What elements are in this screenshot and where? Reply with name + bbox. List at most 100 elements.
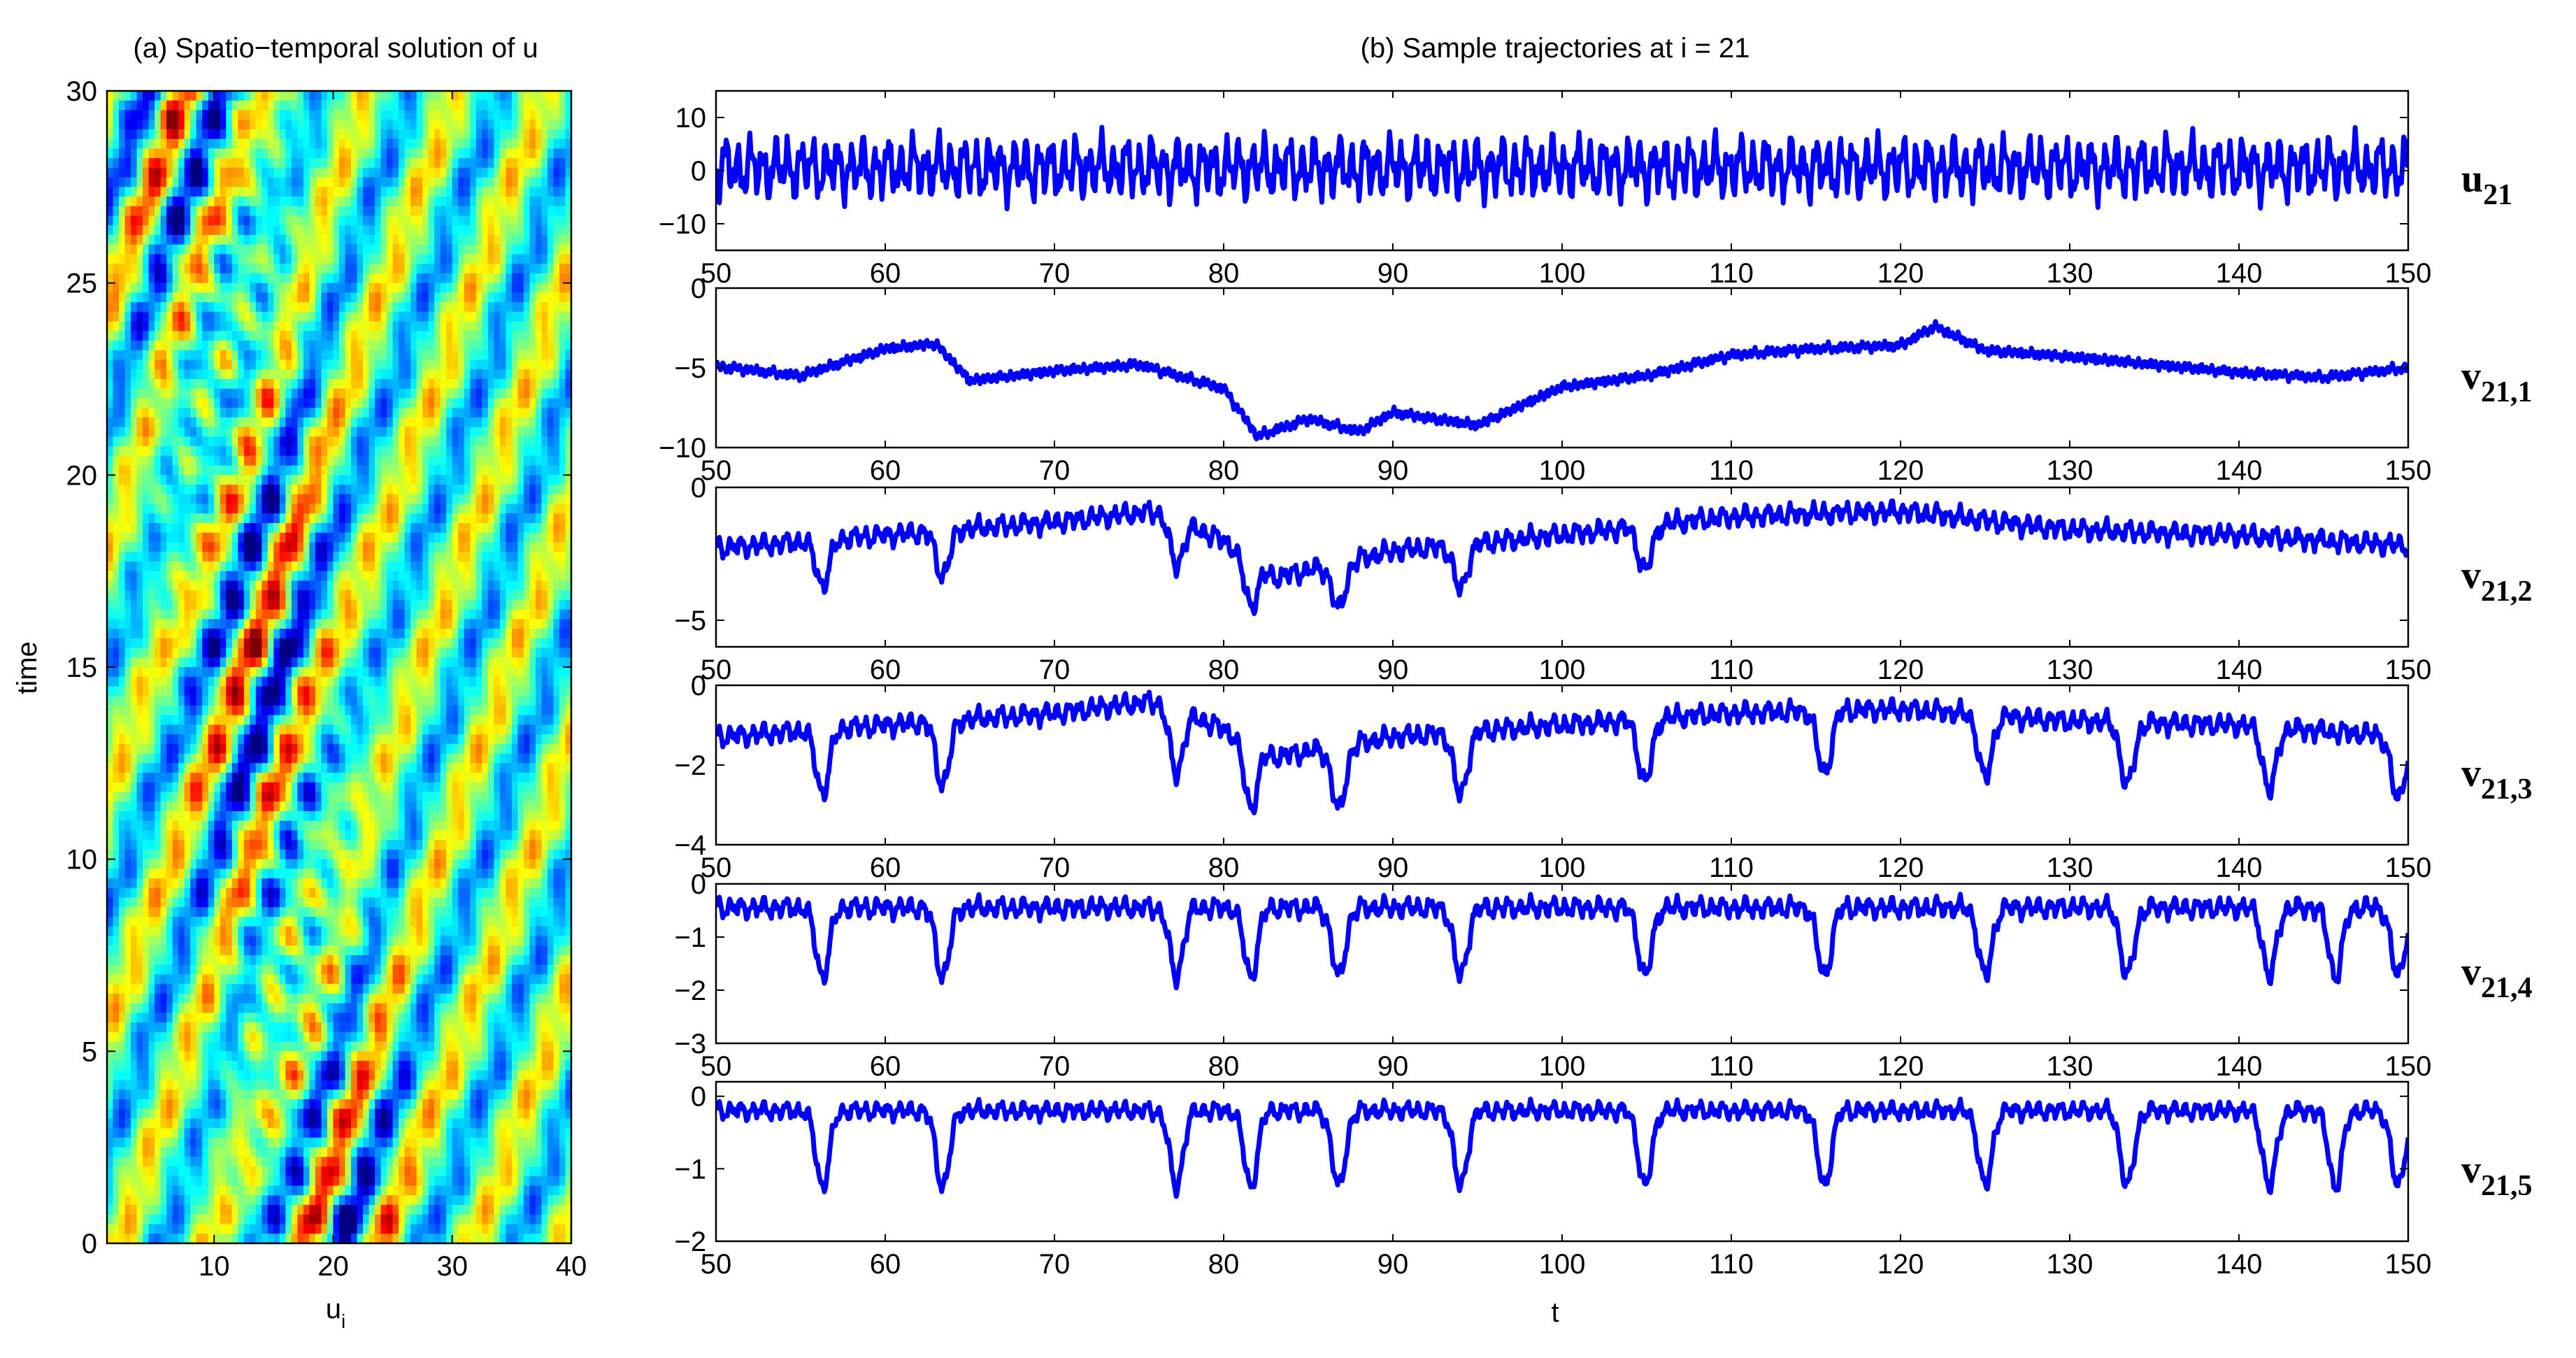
heatmap-cell xyxy=(255,648,263,659)
heatmap-cell xyxy=(470,225,477,236)
heatmap-cell xyxy=(107,129,114,140)
heatmap-cell xyxy=(107,455,114,466)
heatmap-cell xyxy=(243,686,251,696)
heatmap-cell xyxy=(190,552,197,562)
heatmap-cell xyxy=(506,513,513,524)
heatmap-cell xyxy=(309,561,316,572)
heatmap-cell xyxy=(399,552,406,562)
heatmap-cell xyxy=(202,523,209,534)
heatmap-cell xyxy=(357,523,364,534)
heatmap-cell xyxy=(303,676,310,687)
heatmap-cell xyxy=(482,494,489,505)
heatmap-cell xyxy=(487,436,495,447)
heatmap-cell xyxy=(315,485,322,495)
heatmap-cell xyxy=(553,369,560,380)
heatmap-cell xyxy=(422,676,429,687)
heatmap-cell xyxy=(351,273,358,284)
heatmap-cell xyxy=(143,138,150,150)
heatmap-cell xyxy=(220,638,227,649)
heatmap-cell xyxy=(190,225,197,236)
heatmap-cell xyxy=(559,657,566,668)
heatmap-cell xyxy=(547,148,554,159)
heatmap-cell xyxy=(464,590,471,601)
heatmap-cell xyxy=(553,388,560,399)
heatmap-cell xyxy=(470,609,477,620)
heatmap-cell xyxy=(565,599,571,610)
heatmap-cell xyxy=(464,552,471,562)
heatmap-cell xyxy=(273,455,280,466)
heatmap-cell xyxy=(392,513,399,524)
heatmap-cell xyxy=(119,120,126,130)
heatmap-cell xyxy=(380,417,387,428)
heatmap-cell xyxy=(196,648,203,659)
heatmap-cell xyxy=(535,120,543,130)
heatmap-cell xyxy=(523,206,531,217)
heatmap-cell xyxy=(363,561,370,572)
heatmap-cell xyxy=(285,619,292,629)
heatmap-cell xyxy=(339,686,346,696)
heatmap-cell xyxy=(231,676,239,687)
heatmap-cell xyxy=(148,196,155,207)
heatmap-cell xyxy=(559,311,566,322)
heatmap-cell xyxy=(327,561,334,572)
heatmap-cell xyxy=(541,379,548,389)
heatmap-cell xyxy=(416,523,423,534)
heatmap-cell xyxy=(464,235,471,245)
heatmap-cell xyxy=(511,648,519,659)
heatmap-cell xyxy=(416,542,423,552)
heatmap-cell xyxy=(208,311,215,322)
heatmap-cell xyxy=(375,206,382,217)
heatmap-cell xyxy=(553,523,560,534)
heatmap-cell xyxy=(172,235,179,245)
heatmap-cell xyxy=(136,388,143,399)
heatmap-cell xyxy=(148,398,155,408)
heatmap-cell xyxy=(184,292,191,303)
heatmap-cell xyxy=(387,359,394,371)
heatmap-cell xyxy=(422,264,429,274)
heatmap-cell xyxy=(315,542,322,552)
heatmap-cell xyxy=(392,485,399,495)
heatmap-cell xyxy=(422,177,429,188)
heatmap-cell xyxy=(226,167,233,178)
heatmap-cell xyxy=(321,100,328,111)
heatmap-cell xyxy=(231,580,239,591)
heatmap-cell xyxy=(410,619,417,629)
heatmap-cell xyxy=(262,686,269,696)
heatmap-cell xyxy=(238,455,245,466)
heatmap-cell xyxy=(262,657,269,668)
heatmap-cell xyxy=(464,100,471,111)
heatmap-cell xyxy=(357,206,364,217)
heatmap-cell xyxy=(351,302,358,313)
heatmap-cell xyxy=(184,503,191,515)
heatmap-cell xyxy=(202,436,209,447)
heatmap-cell xyxy=(297,206,304,217)
heatmap-cell xyxy=(273,341,280,351)
heatmap-cell xyxy=(547,696,554,706)
heatmap-cell xyxy=(399,244,406,255)
heatmap-cell xyxy=(226,302,233,313)
heatmap-cell xyxy=(345,408,352,418)
heatmap-cell xyxy=(392,427,399,438)
heatmap-cell xyxy=(155,158,162,169)
heatmap-cell xyxy=(214,379,221,389)
heatmap-cell xyxy=(499,629,507,639)
heatmap-cell xyxy=(136,648,143,659)
heatmap-cell xyxy=(363,427,370,438)
heatmap-cell xyxy=(107,292,114,303)
heatmap-cell xyxy=(339,676,346,687)
heatmap-cell xyxy=(410,667,417,678)
heatmap-cell xyxy=(279,580,287,591)
heatmap-cell xyxy=(143,427,150,438)
heatmap-cell xyxy=(351,158,358,169)
heatmap-cell xyxy=(273,629,280,639)
heatmap-cell xyxy=(529,571,536,582)
heatmap-cell xyxy=(511,283,519,294)
heatmap-cell xyxy=(250,321,257,332)
heatmap-cell xyxy=(410,369,417,380)
heatmap-cell xyxy=(475,311,483,322)
heatmap-cell xyxy=(273,196,280,207)
heatmap-cell xyxy=(368,532,375,543)
heatmap-cell xyxy=(315,609,322,620)
heatmap-cell xyxy=(166,475,173,485)
heatmap-cell xyxy=(387,648,394,659)
